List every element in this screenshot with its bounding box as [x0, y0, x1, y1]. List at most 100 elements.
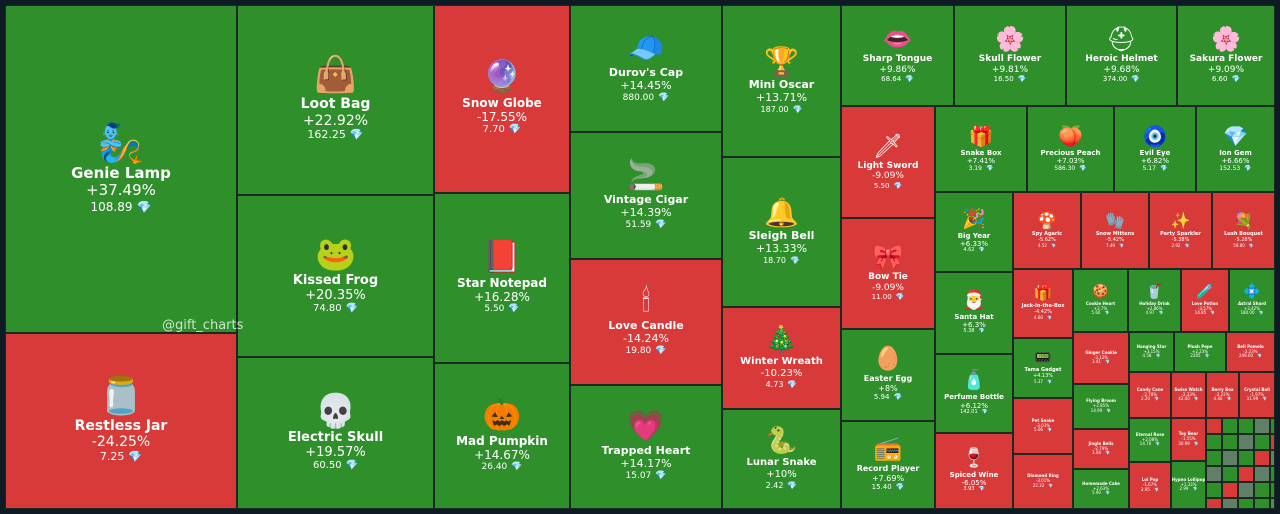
- tile-small[interactable]: [1206, 434, 1222, 450]
- tile-small[interactable]: [1254, 466, 1270, 482]
- tile-small[interactable]: [1206, 498, 1222, 509]
- tile-jingle-bells[interactable]: Jingle Bells -2.79% 3.04 💎: [1073, 429, 1129, 469]
- tile-small[interactable]: [1270, 498, 1275, 509]
- tile-restless-jar[interactable]: 🫙 Restless Jar -24.25% 7.25 💎: [5, 333, 237, 509]
- tile-small[interactable]: [1222, 418, 1238, 434]
- tile-homemade-cake[interactable]: Homemade Cake +2.63% 5.90 💎: [1073, 469, 1129, 509]
- tile-swiss-watch[interactable]: Swiss Watch -2.33% 42.00 💎: [1171, 372, 1206, 418]
- tile-record-player[interactable]: 📻 Record Player +7.69% 15.40 💎: [841, 421, 935, 509]
- tile-bow-tie[interactable]: 🎀 Bow Tie -9.09% 11.00 💎: [841, 218, 935, 329]
- tile-santa-hat[interactable]: 🎅 Santa Hat +6.3% 5.38 💎: [935, 272, 1013, 354]
- tile-light-sword[interactable]: 🗡 Light Sword -9.09% 5.50 💎: [841, 106, 935, 218]
- tile-ion-gem[interactable]: 💎 Ion Gem +6.66% 152.53 💎: [1196, 106, 1275, 192]
- tile-small[interactable]: [1222, 482, 1238, 498]
- tile-sharp-tongue[interactable]: 👄 Sharp Tongue +9.86% 68.64 💎: [841, 5, 954, 106]
- tile-change: +7.03%: [1056, 156, 1085, 165]
- tile-change: +9.86%: [879, 64, 916, 75]
- tile-small[interactable]: [1254, 498, 1270, 509]
- tile-kissed-frog[interactable]: 🐸 Kissed Frog +20.35% 74.80 💎: [237, 195, 434, 357]
- tile-ginger-cookie[interactable]: Ginger Cookie -3.12% 3.41 💎: [1073, 332, 1129, 384]
- tile-spiced-wine[interactable]: 🍷 Spiced Wine -6.05% 3.93 💎: [935, 433, 1013, 509]
- tile-small[interactable]: [1254, 434, 1270, 450]
- tile-winter-wreath[interactable]: 🎄 Winter Wreath -10.23% 4.73 💎: [722, 307, 841, 409]
- tile-pet-snake[interactable]: Pet Snake -3.03% 5.06 💎: [1013, 398, 1073, 454]
- tile-small[interactable]: [1270, 466, 1275, 482]
- tile-toy-bear[interactable]: Toy Bear -1.55% 30.99 💎: [1171, 418, 1206, 461]
- tile-mad-pumpkin[interactable]: 🎃 Mad Pumpkin +14.67% 26.40 💎: [434, 363, 570, 509]
- tile-small[interactable]: [1270, 434, 1275, 450]
- tile-evil-eye[interactable]: 🧿 Evil Eye +6.82% 5.17 💎: [1114, 106, 1196, 192]
- tile-cookie-heart[interactable]: 🍪 Cookie Heart +3.7% 5.60 💎: [1073, 269, 1128, 332]
- tile-diamond-ring[interactable]: Diamond Ring -3.01% 22.32 💎: [1013, 454, 1073, 509]
- tile-electric-skull[interactable]: 💀 Electric Skull +19.57% 60.50 💎: [237, 357, 434, 509]
- tile-star-notepad[interactable]: 📕 Star Notepad +16.28% 5.50 💎: [434, 193, 570, 363]
- tile-lol-pop[interactable]: Lol Pop -1.67% 2.95 💎: [1129, 462, 1171, 509]
- tile-flying-broom[interactable]: Flying Broom +2.85% 14.99 💎: [1073, 384, 1129, 429]
- tile-love-candle[interactable]: 🕯 Love Candle -14.24% 19.80 💎: [570, 259, 722, 385]
- big-year-icon: 🎉: [962, 207, 986, 230]
- tile-holiday-drink[interactable]: 🥤 Holiday Drink +2.86% 4.97 💎: [1128, 269, 1181, 332]
- tile-small[interactable]: [1206, 450, 1222, 466]
- tile-trapped-heart[interactable]: 💗 Trapped Heart +14.17% 15.07 💎: [570, 385, 722, 509]
- tile-change: +6.3%: [962, 321, 986, 330]
- tile-durov-s-cap[interactable]: 🧢 Durov's Cap +14.45% 880.00 💎: [570, 5, 722, 132]
- tile-small[interactable]: [1270, 450, 1275, 466]
- tile-small[interactable]: [1270, 482, 1275, 498]
- tile-easter-egg[interactable]: 🥚 Easter Egg +8% 5.94 💎: [841, 329, 935, 421]
- tile-small[interactable]: [1254, 418, 1270, 434]
- tile-crystal-ball[interactable]: Crystal Ball -1.97% 11.99 💎: [1239, 372, 1275, 418]
- tile-small[interactable]: [1222, 498, 1238, 509]
- tile-snake-box[interactable]: 🎁 Snake Box +7.41% 3.19 💎: [935, 106, 1027, 192]
- tile-astral-shard[interactable]: 💠 Astral Shard +3.42% 180.00 💎: [1229, 269, 1275, 332]
- tile-snow-mittens[interactable]: 🧤 Snow Mittens -5.42% 7.49 💎: [1081, 192, 1149, 269]
- tile-price: 2205 💎: [1190, 353, 1209, 359]
- tile-party-sparkler[interactable]: ✨ Party Sparkler -5.38% 2.92 💎: [1149, 192, 1212, 269]
- tile-small[interactable]: [1238, 418, 1254, 434]
- tile-heroic-helmet[interactable]: ⛑ Heroic Helmet +9.68% 374.00 💎: [1066, 5, 1177, 106]
- tile-perfume-bottle[interactable]: 🧴 Perfume Bottle +6.12% 142.01 💎: [935, 354, 1013, 433]
- tile-small[interactable]: [1254, 450, 1270, 466]
- tile-sakura-flower[interactable]: 🌸 Sakura Flower +9.09% 6.60 💎: [1177, 5, 1275, 106]
- tile-tama-gadget[interactable]: 📟 Tama Gadget +4.13% 5.37 💎: [1013, 338, 1073, 398]
- tile-precious-peach[interactable]: 🍑 Precious Peach +7.03% 586.30 💎: [1027, 106, 1114, 192]
- tile-skull-flower[interactable]: 🌸 Skull Flower +9.81% 16.50 💎: [954, 5, 1066, 106]
- tile-candy-cane[interactable]: Candy Cane -2.78% 2.20 💎: [1129, 372, 1171, 418]
- tile-sleigh-bell[interactable]: 🔔 Sleigh Bell +13.33% 18.70 💎: [722, 157, 841, 307]
- tile-big-year[interactable]: 🎉 Big Year +6.33% 4.62 💎: [935, 192, 1013, 272]
- diamond-gem-icon: 💎: [658, 92, 670, 103]
- tile-small[interactable]: [1270, 418, 1275, 434]
- tile-spy-agaric[interactable]: 🍄 Spy Agaric -5.62% 4.52 💎: [1013, 192, 1081, 269]
- tile-small[interactable]: [1222, 466, 1238, 482]
- tile-small[interactable]: [1206, 418, 1222, 434]
- tile-eternal-rose[interactable]: Eternal Rose +2.08% 14.70 💎: [1129, 418, 1171, 462]
- tile-berry-box[interactable]: Berry Box -2.22% 4.40 💎: [1206, 372, 1239, 418]
- tile-small[interactable]: [1238, 482, 1254, 498]
- tile-small[interactable]: [1206, 482, 1222, 498]
- tile-change: -3.57%: [1197, 305, 1213, 311]
- tile-small[interactable]: [1238, 434, 1254, 450]
- tile-plush-pepe[interactable]: Plush Pepe +2.23% 2205 💎: [1174, 332, 1226, 372]
- tile-small[interactable]: [1222, 450, 1238, 466]
- tile-lush-bouquet[interactable]: 💐 Lush Bouquet -5.28% 59.80 💎: [1212, 192, 1275, 269]
- tile-small[interactable]: [1238, 450, 1254, 466]
- tile-mini-oscar[interactable]: 🏆 Mini Oscar +13.71% 187.00 💎: [722, 5, 841, 157]
- tile-loot-bag[interactable]: 👜 Loot Bag +22.92% 162.25 💎: [237, 5, 434, 195]
- tile-vintage-cigar[interactable]: 🚬 Vintage Cigar +14.39% 51.59 💎: [570, 132, 722, 259]
- diamond-gem-icon: 💎: [345, 303, 359, 315]
- diamond-gem-icon: 💎: [1046, 315, 1052, 321]
- tile-small[interactable]: [1238, 498, 1254, 509]
- tile-genie-lamp[interactable]: 🧞 Genie Lamp +37.49% 108.89 💎: [5, 5, 237, 333]
- tile-love-potion[interactable]: 🧪 Love Potion -3.57% 14.85 💎: [1181, 269, 1229, 332]
- tile-small[interactable]: [1222, 434, 1238, 450]
- price-value: 3.41: [1092, 359, 1101, 365]
- tile-lunar-snake[interactable]: 🐍 Lunar Snake +10% 2.42 💎: [722, 409, 841, 509]
- tile-snow-globe[interactable]: 🔮 Snow Globe -17.55% 7.70 💎: [434, 5, 570, 193]
- tile-bell-pomelo[interactable]: Bell Pomelo -2.23% 249.00 💎: [1226, 332, 1275, 372]
- tile-jack-in-the-box[interactable]: 🎁 Jack-in-the-Box -4.42% 4.60 💎: [1013, 269, 1073, 338]
- tile-hypno-lollipop[interactable]: Hypno Lollipop +1.33% 2.99 💎: [1171, 461, 1206, 509]
- tile-small[interactable]: [1254, 482, 1270, 498]
- price-value: 74.80: [312, 303, 342, 315]
- tile-small[interactable]: [1238, 466, 1254, 482]
- tile-hanging-star[interactable]: Hanging Star +3.15% 4.58 💎: [1129, 332, 1174, 372]
- tile-small[interactable]: [1206, 466, 1222, 482]
